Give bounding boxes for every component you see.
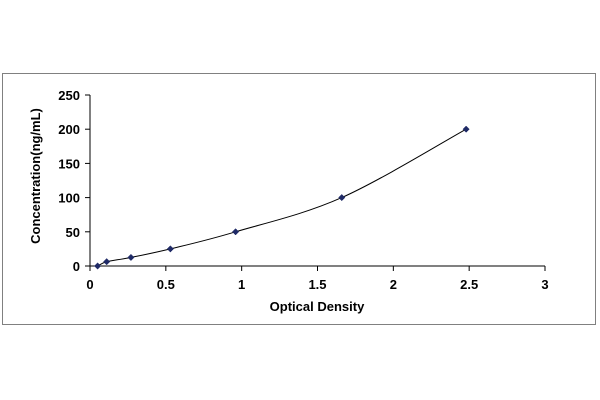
data-point — [103, 258, 111, 266]
x-tick-label: 1.5 — [308, 277, 326, 292]
data-point — [338, 194, 346, 202]
fit-curve — [97, 128, 467, 267]
x-tick-label: 3 — [541, 277, 548, 292]
y-tick-label: 50 — [66, 225, 80, 240]
y-axis-title: Concentration(ng/mL) — [28, 108, 43, 244]
y-tick-label: 200 — [58, 122, 80, 137]
y-tick-label: 0 — [73, 259, 80, 274]
y-tick-label: 150 — [58, 156, 80, 171]
x-tick-label: 1 — [238, 277, 245, 292]
y-tick-label: 250 — [58, 88, 80, 103]
axes — [85, 94, 546, 271]
data-point — [232, 228, 240, 236]
data-point — [166, 245, 174, 253]
x-tick-label: 0 — [86, 277, 93, 292]
data-points — [94, 125, 470, 270]
chart-frame — [2, 73, 596, 325]
tick-labels: 0 0.5 1 1.5 2 2.5 3 0 50 100 150 200 250 — [58, 88, 548, 292]
data-point — [127, 253, 135, 262]
y-tick-label: 100 — [58, 191, 80, 206]
data-point — [94, 262, 102, 270]
x-tick-label: 0.5 — [157, 277, 175, 292]
x-tick-label: 2 — [390, 277, 397, 292]
data-point — [462, 125, 470, 133]
x-axis-title: Optical Density — [270, 299, 365, 314]
x-tick-label: 2.5 — [460, 277, 478, 292]
